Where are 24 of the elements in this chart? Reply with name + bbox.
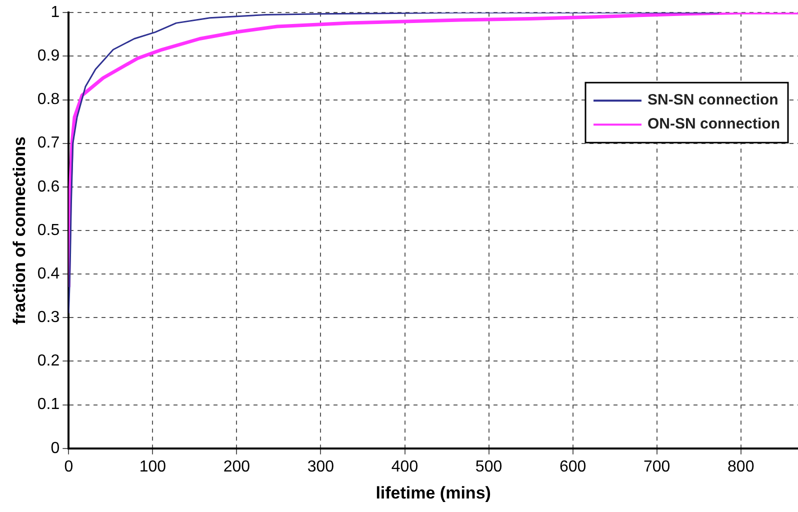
x-tick-label: 200 [223,458,250,476]
y-tick-label: 0.7 [37,134,60,152]
y-tick-label: 0.5 [37,222,60,239]
x-tick-label: 800 [728,458,754,476]
legend-label: ON-SN connection [648,116,780,133]
x-tick-label: 500 [475,458,502,476]
x-axis-title: lifetime (mins) [376,483,491,502]
x-tick-label: 700 [643,458,670,476]
y-tick-label: 1 [50,4,60,22]
x-tick-label: 600 [559,458,586,476]
y-tick-label: 0.3 [37,309,60,326]
y-tick-label: 0.1 [37,396,60,414]
y-tick-label: 0.9 [37,48,60,65]
x-tick-label: 100 [139,458,166,476]
y-tick-label: 0.8 [37,91,60,108]
y-axis-title: fraction of connections [10,136,29,324]
y-tick-label: 0.4 [37,265,60,282]
y-tick-label: 0.2 [37,352,60,370]
y-tick-label: 0.6 [37,178,60,196]
x-tick-label: 400 [391,458,418,476]
y-tick-label: 0 [50,440,60,457]
x-tick-label: 0 [64,458,74,476]
x-tick-label: 300 [307,458,334,476]
legend-label: SN-SN connection [648,92,778,109]
